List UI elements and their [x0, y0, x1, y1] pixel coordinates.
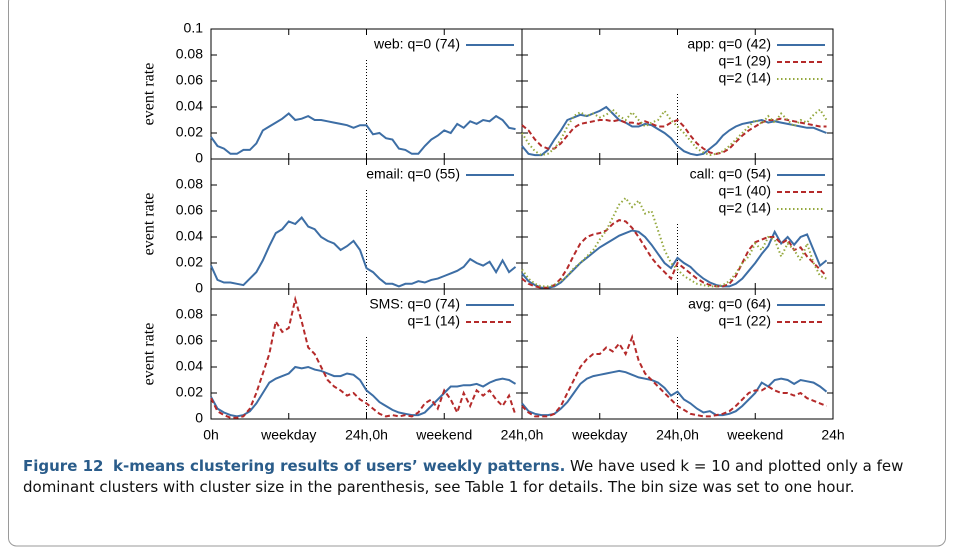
caption-label: Figure 12 — [23, 457, 104, 475]
y-tick-label: 0.06 — [176, 332, 203, 348]
series-line — [521, 117, 827, 155]
series-line — [521, 219, 828, 289]
y-tick-label: 0.06 — [176, 202, 203, 218]
legend-label: web: q=0 (74) — [373, 36, 460, 52]
x-tick-label: 24h,0h — [345, 427, 388, 443]
y-tick-label: 0.02 — [176, 254, 203, 270]
y-tick-label: 0.08 — [176, 46, 203, 62]
x-tick-label: weekend — [415, 427, 472, 443]
y-tick-label: 0.04 — [176, 228, 203, 244]
y-tick-label: 0 — [195, 410, 203, 426]
y-tick-label: 0.02 — [176, 384, 203, 400]
x-tick-label: weekend — [726, 427, 783, 443]
y-tick-label: 0 — [195, 150, 203, 166]
y-axis-label: event rate — [141, 323, 158, 386]
caption-title: k-means clustering results of users’ wee… — [113, 457, 566, 475]
legend-label: q=2 (14) — [718, 200, 771, 216]
y-tick-label: 0.08 — [176, 176, 203, 192]
legend-label: avg: q=0 (64) — [688, 296, 771, 312]
y-axis-label: event rate — [141, 63, 158, 126]
x-tick-label: weekday — [260, 427, 316, 443]
legend-label: email: q=0 (55) — [366, 166, 460, 182]
series-line — [210, 215, 517, 288]
caption-text: We have used k = 10 and plotted only a f… — [23, 457, 904, 496]
y-tick-label: 0.02 — [176, 124, 203, 140]
x-tick-label: 24h — [821, 427, 844, 443]
x-tick-label: 24h,0h — [656, 427, 699, 443]
y-tick-label: 0.1 — [184, 20, 204, 36]
figure-frame — [8, 0, 946, 547]
y-tick-label: 0 — [195, 280, 203, 296]
legend-label: app: q=0 (42) — [687, 36, 771, 52]
legend-label: q=1 (22) — [718, 313, 771, 329]
series-line — [521, 229, 828, 289]
caption: Figure 12 k-means clustering results of … — [23, 456, 938, 498]
legend-label: q=1 (40) — [718, 183, 771, 199]
x-tick-label: weekday — [571, 427, 627, 443]
legend-label: q=1 (29) — [718, 53, 771, 69]
legend-label: q=2 (14) — [718, 70, 771, 86]
legend-label: q=1 (14) — [407, 313, 460, 329]
y-axis-label: event rate — [141, 193, 158, 256]
y-tick-label: 0.04 — [176, 358, 203, 374]
series-line — [210, 365, 517, 418]
legend-label: call: q=0 (54) — [690, 166, 771, 182]
y-tick-label: 0.06 — [176, 72, 203, 88]
series-line — [210, 112, 516, 155]
y-tick-label: 0.08 — [176, 306, 203, 322]
y-tick-label: 0.04 — [176, 98, 203, 114]
x-tick-label: 24h,0h — [501, 427, 544, 443]
legend-label: SMS: q=0 (74) — [369, 296, 460, 312]
series-line — [521, 369, 828, 417]
x-tick-label: 0h — [203, 427, 219, 443]
series-line — [210, 295, 517, 419]
series-line — [521, 333, 827, 418]
series-line — [521, 108, 828, 157]
